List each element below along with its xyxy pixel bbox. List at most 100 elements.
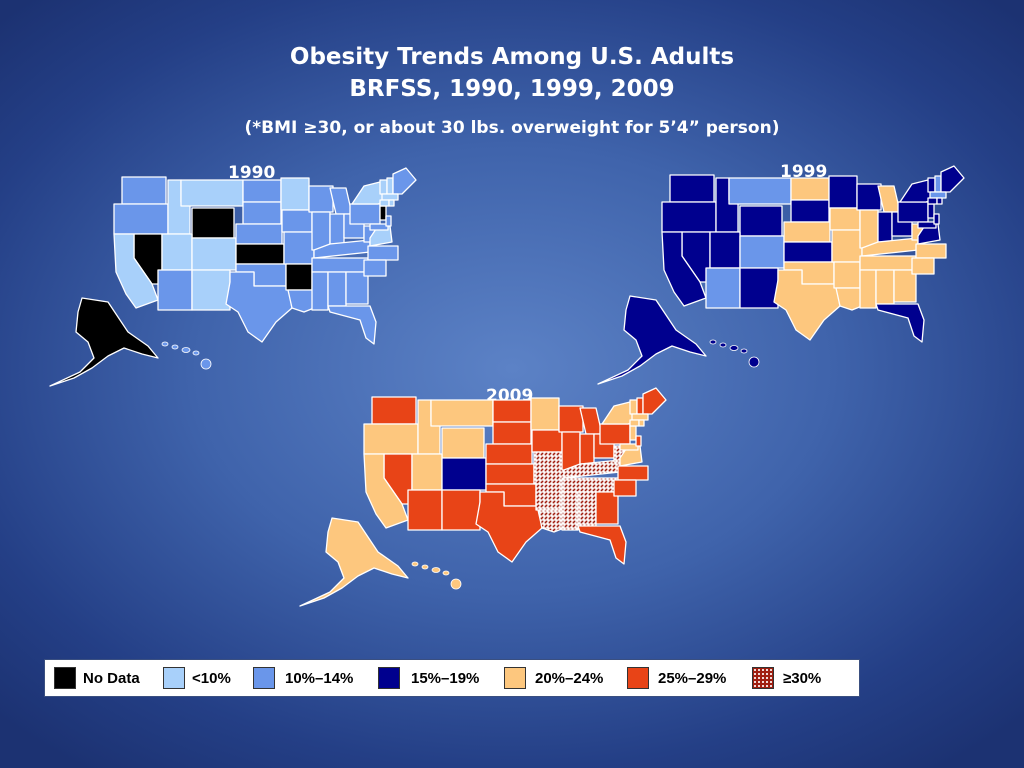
state-me-2009 — [642, 387, 667, 415]
state-tn-2009 — [561, 477, 619, 493]
slide-subtitle: BRFSS, 1990, 1999, 2009 — [349, 76, 675, 102]
legend-label-30-plus: ≥30% — [783, 670, 822, 687]
state-ga-2009 — [595, 491, 619, 525]
state-hi-1990-island-1 — [161, 341, 169, 347]
state-wa-2009 — [371, 396, 417, 425]
state-az-1990 — [157, 269, 193, 311]
legend-swatch-15-19 — [378, 667, 400, 689]
state-ms-1999 — [859, 269, 877, 309]
legend-label-under-10: <10% — [192, 670, 231, 687]
state-wi-1999 — [856, 183, 882, 211]
state-mo-2009 — [533, 451, 565, 485]
state-ne-2009 — [485, 443, 533, 465]
legend-swatch-25-29 — [627, 667, 649, 689]
state-mt-1999 — [728, 177, 792, 205]
state-hi-2009-island-3 — [431, 567, 441, 573]
state-hi-1990-island-5 — [200, 358, 212, 370]
state-ri-1999 — [936, 197, 943, 205]
state-ia-1990 — [281, 209, 313, 233]
state-ct-2009 — [629, 419, 640, 427]
state-il-2009 — [561, 431, 581, 471]
state-mt-2009 — [430, 399, 494, 427]
state-ks-2009 — [485, 463, 535, 485]
state-sd-1999 — [790, 199, 830, 223]
state-de-1999 — [933, 213, 940, 225]
state-or-1990 — [113, 203, 169, 235]
state-hi-2009-island-5 — [450, 578, 462, 590]
state-mn-1990 — [280, 177, 310, 211]
legend-swatch-30-plus — [752, 667, 774, 689]
state-nc-1999 — [915, 243, 947, 259]
state-ak-2009 — [299, 517, 409, 607]
state-hi-1999-island-2 — [719, 342, 727, 348]
state-tx-1999 — [773, 269, 841, 341]
state-ma-2009 — [631, 413, 649, 421]
state-ut-2009 — [411, 453, 443, 491]
state-vt-1990 — [379, 179, 388, 195]
us-map-1990 — [49, 167, 417, 387]
state-in-1999 — [877, 211, 893, 243]
state-md-1990 — [369, 223, 389, 231]
state-wi-1990 — [308, 185, 334, 213]
state-pa-2009 — [599, 423, 631, 445]
state-hi-2009-island-4 — [442, 570, 450, 576]
state-sd-1990 — [242, 201, 282, 225]
state-ri-2009 — [638, 419, 645, 427]
state-pa-1999 — [897, 201, 929, 223]
state-tx-2009 — [475, 491, 543, 563]
state-wa-1999 — [669, 174, 715, 203]
map-1990-year-label: 1990 — [228, 163, 276, 183]
state-or-2009 — [363, 423, 419, 455]
state-de-1990 — [385, 215, 392, 227]
state-de-2009 — [635, 435, 642, 447]
legend-swatch-no-data — [54, 667, 76, 689]
legend-swatch-10-14 — [253, 667, 275, 689]
state-hi-2009-island-1 — [411, 561, 419, 567]
state-fl-1990 — [327, 305, 377, 345]
state-nm-1999 — [739, 267, 779, 309]
state-sc-1999 — [911, 257, 935, 275]
state-co-1999 — [739, 235, 785, 269]
state-wa-1990 — [121, 176, 167, 205]
state-ar-1999 — [833, 261, 861, 289]
state-hi-1990-island-3 — [181, 347, 191, 353]
state-la-1999 — [835, 287, 863, 311]
state-ne-1999 — [783, 221, 831, 243]
state-nd-1999 — [790, 177, 830, 201]
state-or-1999 — [661, 201, 717, 233]
legend-label-20-24: 20%–24% — [535, 670, 604, 687]
state-co-2009 — [441, 457, 487, 491]
state-ri-1990 — [388, 199, 395, 207]
legend-label-25-29: 25%–29% — [658, 670, 727, 687]
state-sc-2009 — [613, 479, 637, 497]
state-fl-1999 — [875, 303, 925, 343]
state-vt-1999 — [927, 177, 936, 193]
state-nc-1990 — [367, 245, 399, 261]
state-al-1999 — [875, 269, 895, 305]
legend-swatch-under-10 — [163, 667, 185, 689]
state-hi-1999-island-3 — [729, 345, 739, 351]
state-ks-1990 — [235, 243, 285, 265]
map-1999-year-label: 1999 — [780, 162, 828, 182]
state-hi-1999-island-4 — [740, 348, 748, 354]
state-ar-1990 — [285, 263, 313, 291]
state-ny-2009 — [601, 401, 635, 425]
state-mo-1999 — [831, 229, 863, 263]
state-ct-1999 — [927, 197, 938, 205]
state-la-2009 — [537, 509, 565, 533]
state-hi-2009-island-2 — [421, 564, 429, 570]
state-ma-1990 — [381, 193, 399, 201]
legend-label-no-data: No Data — [83, 670, 140, 687]
state-ga-1990 — [345, 271, 369, 305]
state-nj-1999 — [927, 203, 935, 219]
state-ct-1990 — [379, 199, 390, 207]
legend-label-15-19: 15%–19% — [411, 670, 480, 687]
state-nj-2009 — [629, 425, 637, 441]
state-md-2009 — [619, 443, 639, 451]
state-md-1999 — [917, 221, 937, 229]
legend-swatch-20-24 — [504, 667, 526, 689]
state-in-1990 — [329, 213, 345, 245]
state-nh-1999 — [934, 175, 942, 193]
state-ia-1999 — [829, 207, 861, 231]
legend-label-10-14: 10%–14% — [285, 670, 354, 687]
